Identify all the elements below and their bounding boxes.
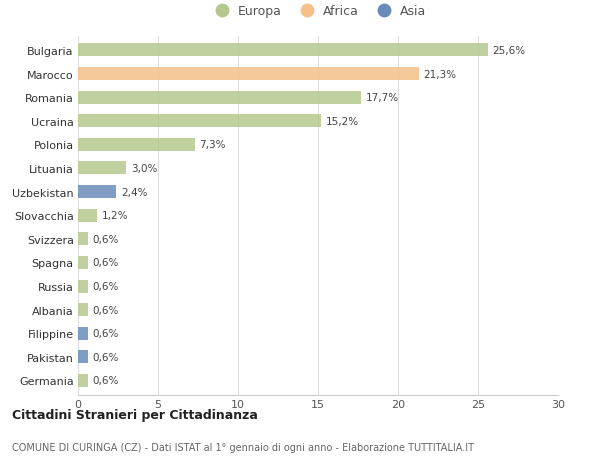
Text: 15,2%: 15,2% [326,117,359,127]
Text: 0,6%: 0,6% [92,234,119,244]
Bar [78,186,116,199]
Bar [78,351,88,364]
Bar [78,68,419,81]
Bar [78,91,361,105]
Bar [78,139,195,151]
Text: COMUNE DI CURINGA (CZ) - Dati ISTAT al 1° gennaio di ogni anno - Elaborazione TU: COMUNE DI CURINGA (CZ) - Dati ISTAT al 1… [12,442,474,452]
Text: 2,4%: 2,4% [121,187,148,197]
Bar [78,115,321,128]
Bar [78,45,488,57]
Bar [78,162,126,175]
Bar [78,303,88,316]
Text: 21,3%: 21,3% [424,69,457,79]
Bar [78,209,97,222]
Bar [78,374,88,387]
Text: 0,6%: 0,6% [92,281,119,291]
Text: 3,0%: 3,0% [131,163,157,174]
Text: 0,6%: 0,6% [92,375,119,386]
Text: 7,3%: 7,3% [200,140,226,150]
Text: 17,7%: 17,7% [366,93,399,103]
Bar [78,327,88,340]
Bar [78,280,88,293]
Legend: Europa, Africa, Asia: Europa, Africa, Asia [205,0,431,23]
Text: 0,6%: 0,6% [92,329,119,338]
Text: 0,6%: 0,6% [92,258,119,268]
Text: 0,6%: 0,6% [92,352,119,362]
Bar [78,233,88,246]
Bar [78,257,88,269]
Text: Cittadini Stranieri per Cittadinanza: Cittadini Stranieri per Cittadinanza [12,408,258,421]
Text: 25,6%: 25,6% [493,46,526,56]
Text: 1,2%: 1,2% [102,211,128,221]
Text: 0,6%: 0,6% [92,305,119,315]
